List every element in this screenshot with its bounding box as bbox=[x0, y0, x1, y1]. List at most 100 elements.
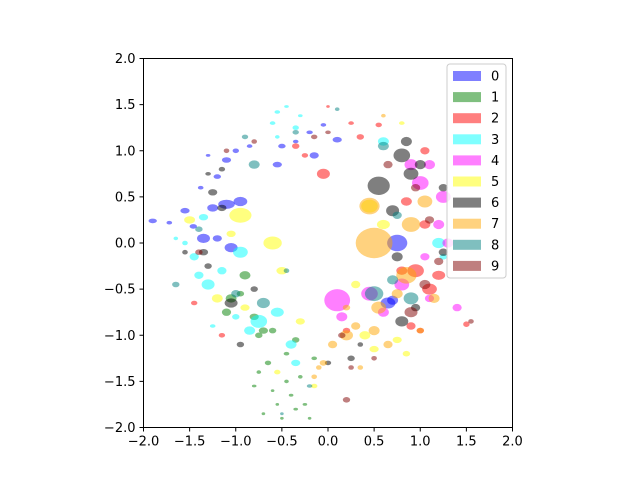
point-series-2-12 bbox=[326, 105, 330, 108]
legend-label-4: 4 bbox=[491, 154, 499, 169]
point-series-0-14 bbox=[292, 139, 299, 144]
point-series-7-3 bbox=[417, 195, 433, 208]
point-series-9-10 bbox=[371, 356, 377, 361]
point-series-8-13 bbox=[241, 134, 249, 140]
point-series-8-9 bbox=[283, 268, 290, 274]
point-series-1-18 bbox=[298, 375, 303, 379]
point-series-7-19 bbox=[357, 365, 364, 370]
point-series-3-21 bbox=[233, 246, 248, 258]
x-tick-label: −0.5 bbox=[266, 435, 298, 450]
y-tick-label: 1.0 bbox=[115, 144, 136, 159]
point-series-1-11 bbox=[275, 403, 280, 406]
y-tick-label: 2.0 bbox=[115, 52, 136, 67]
point-series-6-16 bbox=[204, 263, 212, 269]
legend-label-0: 0 bbox=[491, 70, 499, 85]
point-series-9-4 bbox=[411, 184, 421, 192]
point-series-1-21 bbox=[255, 332, 263, 339]
point-series-3-15 bbox=[275, 135, 280, 139]
point-series-6-1 bbox=[393, 148, 411, 163]
point-series-8-8 bbox=[231, 290, 241, 298]
point-series-8-2 bbox=[334, 107, 340, 111]
point-series-0-21 bbox=[212, 235, 222, 242]
point-series-9-15 bbox=[383, 160, 393, 169]
point-series-2-4 bbox=[406, 322, 416, 330]
point-series-6-3 bbox=[414, 160, 426, 170]
legend-label-7: 7 bbox=[491, 217, 499, 232]
legend-swatch-3 bbox=[453, 134, 481, 145]
point-series-1-8 bbox=[256, 370, 262, 374]
legend-swatch-5 bbox=[453, 176, 481, 187]
point-series-2-3 bbox=[432, 270, 446, 280]
point-series-6-9 bbox=[438, 248, 448, 256]
point-series-9-3 bbox=[424, 216, 435, 224]
point-series-5-16 bbox=[295, 318, 305, 325]
point-series-9-12 bbox=[348, 365, 354, 370]
point-series-6-12 bbox=[217, 204, 227, 212]
point-series-2-8 bbox=[356, 134, 364, 140]
y-tick-label: −0.5 bbox=[104, 283, 136, 298]
plot-area bbox=[148, 105, 474, 420]
point-series-7-11 bbox=[311, 374, 318, 380]
point-series-8-15 bbox=[392, 211, 402, 219]
point-series-1-12 bbox=[293, 407, 299, 411]
point-series-5-14 bbox=[376, 219, 390, 230]
point-series-5-2 bbox=[276, 267, 288, 275]
y-axis: −2.0 −1.5 −1.0 −0.5 0.0 0.5 1.0 1.5 2.0 bbox=[104, 52, 144, 436]
point-series-3-19 bbox=[173, 236, 179, 241]
legend: 0 1 2 3 4 5 6 7 8 9 bbox=[446, 63, 507, 279]
point-series-0-10 bbox=[232, 148, 239, 154]
legend-label-8: 8 bbox=[491, 238, 499, 253]
point-series-5-12 bbox=[359, 331, 371, 340]
point-series-1-20 bbox=[270, 389, 275, 392]
point-series-0-9 bbox=[221, 157, 232, 163]
legend-swatch-2 bbox=[453, 113, 481, 124]
point-series-7-18 bbox=[391, 289, 403, 299]
point-series-5-15 bbox=[399, 121, 405, 125]
legend-label-6: 6 bbox=[491, 196, 499, 211]
point-series-7-1 bbox=[359, 197, 380, 215]
point-series-1-15 bbox=[251, 384, 257, 388]
point-series-6-7 bbox=[395, 316, 409, 327]
legend-swatch-7 bbox=[453, 218, 481, 229]
point-series-5-0 bbox=[229, 207, 252, 223]
y-tick-label: −1.0 bbox=[104, 329, 136, 344]
point-series-6-11 bbox=[208, 189, 218, 196]
point-series-0-3 bbox=[189, 224, 197, 229]
point-series-8-7 bbox=[256, 297, 270, 309]
point-series-0-22 bbox=[309, 152, 319, 159]
point-series-8-12 bbox=[172, 281, 180, 288]
point-series-5-4 bbox=[184, 216, 196, 224]
point-series-4-2 bbox=[336, 312, 348, 322]
point-series-3-9 bbox=[198, 214, 209, 221]
point-series-2-10 bbox=[292, 143, 300, 149]
point-series-2-16 bbox=[400, 197, 412, 206]
point-series-3-5 bbox=[285, 340, 297, 349]
point-series-0-2 bbox=[180, 207, 190, 214]
point-series-2-14 bbox=[218, 333, 226, 338]
point-series-9-2 bbox=[434, 257, 444, 266]
point-series-8-1 bbox=[248, 160, 260, 169]
point-series-9-9 bbox=[325, 130, 331, 135]
x-tick-label: −1.0 bbox=[220, 435, 252, 450]
point-series-9-6 bbox=[251, 139, 257, 144]
point-series-5-1 bbox=[263, 236, 282, 250]
point-series-8-3 bbox=[364, 286, 384, 302]
point-series-6-14 bbox=[224, 298, 238, 308]
point-series-5-17 bbox=[351, 280, 361, 289]
x-tick-label: 0.5 bbox=[364, 435, 385, 450]
point-series-9-1 bbox=[419, 279, 431, 290]
point-series-3-22 bbox=[232, 314, 240, 320]
point-series-3-1 bbox=[194, 271, 204, 279]
point-series-5-5 bbox=[211, 294, 223, 303]
point-series-7-8 bbox=[383, 340, 393, 349]
point-series-2-0 bbox=[316, 168, 330, 179]
point-series-0-1 bbox=[166, 220, 173, 225]
point-series-6-6 bbox=[391, 252, 403, 262]
point-series-4-7 bbox=[433, 219, 445, 230]
point-series-7-17 bbox=[342, 304, 351, 311]
point-series-0-15 bbox=[306, 130, 313, 135]
point-series-5-11 bbox=[402, 350, 411, 357]
legend-label-2: 2 bbox=[491, 112, 499, 127]
point-series-3-2 bbox=[217, 267, 227, 275]
point-series-4-0 bbox=[324, 289, 351, 312]
